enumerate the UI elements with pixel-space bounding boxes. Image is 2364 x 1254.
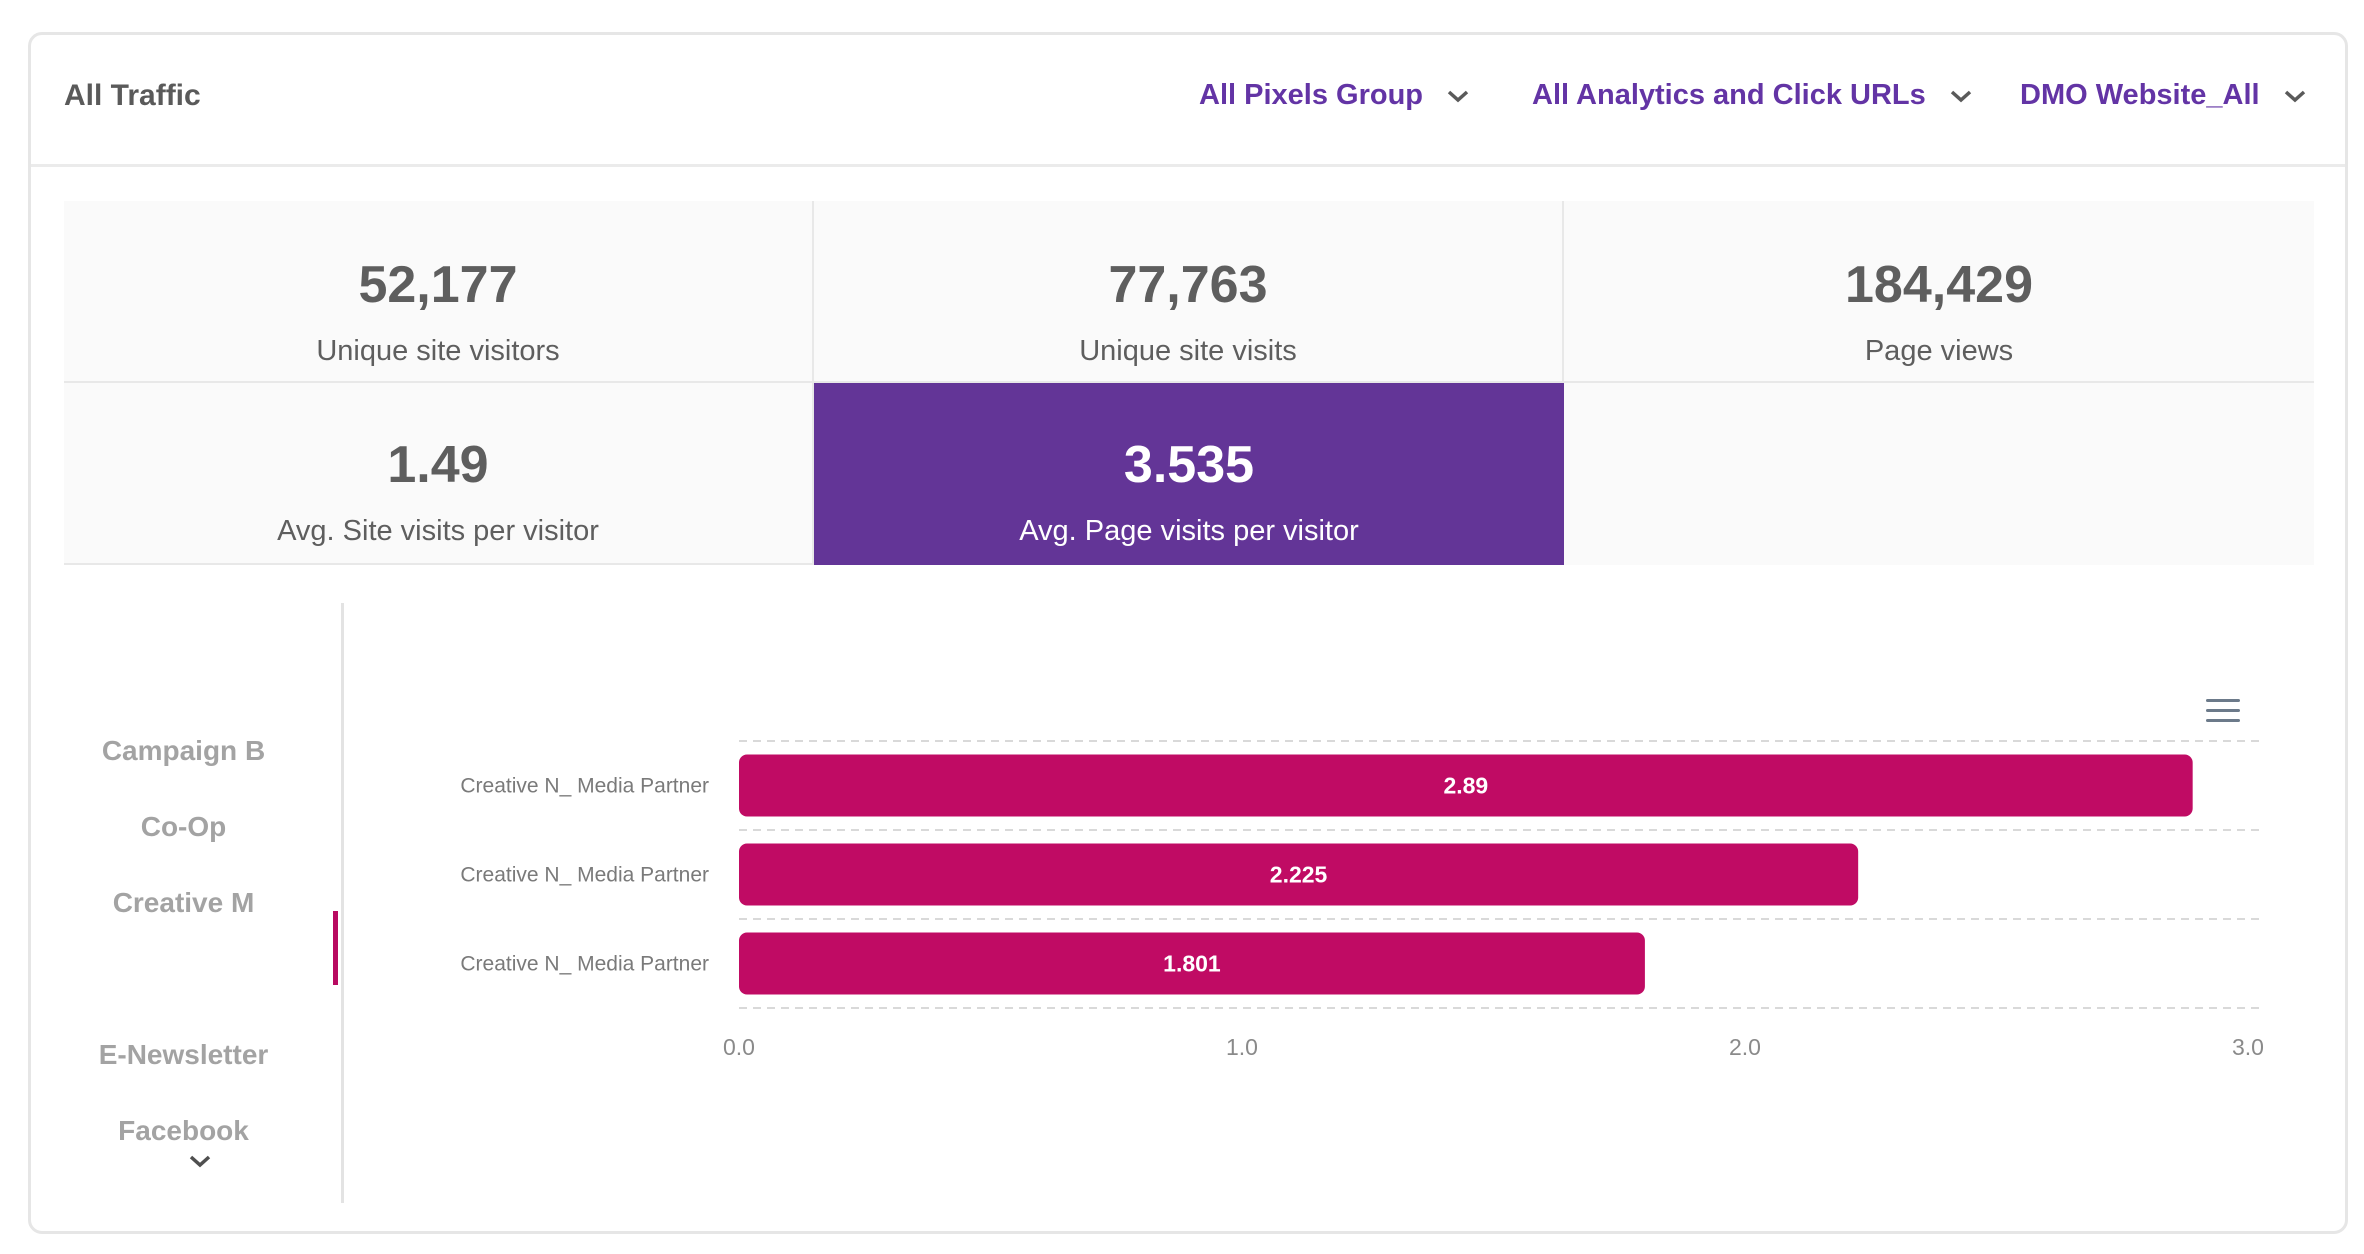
stat-label: Avg. Site visits per visitor <box>277 515 599 547</box>
stat-value: 1.49 <box>387 436 489 494</box>
chevron-down-icon[interactable] <box>188 1153 212 1169</box>
tab-e-newsletter[interactable]: E-Newsletter <box>98 1039 269 1070</box>
stat-page-visits-per-visitor[interactable]: 3.535 Avg. Page visits per visitor <box>814 383 1564 565</box>
data-label: 2.89 <box>1443 773 1488 799</box>
website-label: DMO Website_All <box>2020 79 2260 111</box>
tab-facebook[interactable]: Facebook <box>118 1115 249 1146</box>
active-tab-indicator <box>333 911 338 985</box>
x-tick-label: 0.0 <box>723 1034 755 1060</box>
stat-value: 184,429 <box>1845 256 2033 314</box>
campaign-tabs: Campaign B Co-Op Creative M E-Newsletter… <box>31 603 344 1203</box>
pixels-group-label: All Pixels Group <box>1199 79 1423 111</box>
chevron-down-icon <box>2284 90 2305 102</box>
stat-empty-cell <box>1564 383 2314 565</box>
x-tick-label: 1.0 <box>1226 1034 1258 1060</box>
hamburger-menu-icon[interactable] <box>2206 699 2240 725</box>
category-label: Creative N_ Media Partner <box>460 864 709 887</box>
bar[interactable] <box>739 843 1859 906</box>
stat-label: Unique site visitors <box>316 335 560 367</box>
stat-unique-visitors[interactable]: 52,177 Unique site visitors <box>64 201 814 383</box>
stats-grid: 52,177 Unique site visitors 77,763 Uniqu… <box>64 201 2314 565</box>
stat-value: 52,177 <box>358 256 518 314</box>
card-header: All Traffic All Pixels Group All Analyti… <box>31 35 2345 167</box>
bar[interactable] <box>739 932 1645 995</box>
x-tick-label: 2.0 <box>1729 1034 1761 1060</box>
page-title: All Traffic <box>64 79 201 112</box>
bar[interactable] <box>739 754 2193 817</box>
stat-label: Page views <box>1864 335 2014 367</box>
stat-value: 77,763 <box>1108 256 1268 314</box>
pixels-group-dropdown[interactable]: All Pixels Group <box>1199 79 1471 112</box>
website-dropdown[interactable]: DMO Website_All <box>2020 79 2308 112</box>
stat-site-visits-per-visitor[interactable]: 1.49 Avg. Site visits per visitor <box>64 383 814 565</box>
stat-value: 3.535 <box>1123 436 1255 494</box>
traffic-card: All Traffic All Pixels Group All Analyti… <box>28 32 2348 1234</box>
stat-label: Unique site visits <box>1079 335 1297 367</box>
data-label: 2.225 <box>1270 862 1328 888</box>
category-label: Creative N_ Media Partner <box>460 953 709 976</box>
chevron-down-icon <box>1447 90 1469 102</box>
analytics-urls-dropdown[interactable]: All Analytics and Click URLs <box>1532 79 1974 112</box>
stat-label: Avg. Page visits per visitor <box>1019 515 1359 547</box>
stat-page-views[interactable]: 184,429 Page views <box>1564 201 2314 383</box>
tab-creative-m[interactable]: Creative M <box>112 887 255 918</box>
data-label: 1.801 <box>1163 951 1221 977</box>
stat-unique-visits[interactable]: 77,763 Unique site visits <box>814 201 1564 383</box>
x-tick-label: 3.0 <box>2232 1034 2264 1060</box>
chevron-down-icon <box>1950 90 1971 102</box>
analytics-urls-label: All Analytics and Click URLs <box>1532 79 1926 111</box>
category-label: Creative N_ Media Partner <box>460 775 709 798</box>
bar-chart: 2.89 Creative N_ Media Partner 2.225 Creati… <box>460 740 2264 1060</box>
tab-campaign-b[interactable]: Campaign B <box>101 735 266 766</box>
tab-co-op[interactable]: Co-Op <box>140 811 227 842</box>
